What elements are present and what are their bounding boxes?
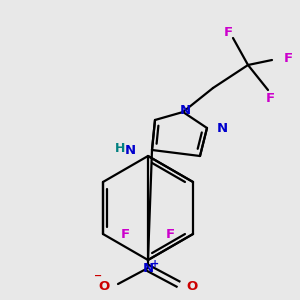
Text: F: F: [224, 26, 232, 40]
Text: −: −: [94, 271, 102, 281]
Text: +: +: [151, 259, 159, 269]
Text: F: F: [284, 52, 293, 64]
Text: N: N: [179, 103, 191, 116]
Text: N: N: [124, 143, 136, 157]
Text: O: O: [186, 280, 197, 292]
Text: F: F: [266, 92, 274, 104]
Text: N: N: [142, 262, 154, 275]
Text: H: H: [115, 142, 125, 154]
Text: O: O: [99, 280, 110, 292]
Text: F: F: [121, 227, 130, 241]
Text: F: F: [166, 227, 175, 241]
Text: N: N: [217, 122, 228, 134]
